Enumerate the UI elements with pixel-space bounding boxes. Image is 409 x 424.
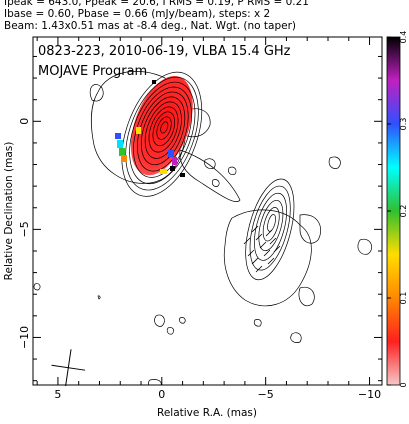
jet_knot-contour [258, 199, 284, 252]
core-contour [144, 101, 182, 159]
plot-subtitle: MOJAVE Program [38, 64, 147, 79]
colorbar-tick-label: 0.3 [399, 118, 408, 131]
x-tick-label: −10 [358, 388, 381, 401]
jet_knot-contour [249, 185, 291, 271]
colorbar-tick-label: 0.4 [399, 31, 408, 44]
polarization-fringe [115, 80, 185, 177]
core-contour [133, 86, 192, 178]
jet_knot-contour [267, 214, 276, 232]
colorbar-tick-label: 0.2 [399, 205, 408, 218]
diffuse-contours [33, 71, 372, 385]
core-contour [140, 96, 186, 166]
y-tick-label: −10 [18, 326, 31, 349]
intensity-contours [121, 71, 295, 281]
plot-title: 0823-223, 2010-06-19, VLBA 15.4 GHz [38, 44, 291, 59]
core-contour [156, 116, 172, 140]
header-line-2: Ibase = 0.60, Pbase = 0.66 (mJy/beam), s… [4, 8, 271, 20]
y-axis-ticks: 0 −5 −10 [18, 55, 382, 382]
header-line-1: Ipeak = 643.0, Ppeak = 20.6, I RMS = 0.1… [4, 0, 309, 8]
core-contour [148, 106, 179, 153]
y-tick-label: 0 [18, 118, 31, 125]
jet_knot-contour [262, 207, 280, 242]
core-contour [121, 71, 203, 197]
plot-frame [32, 36, 383, 386]
core-contour [137, 91, 189, 172]
y-axis-label: Relative Declination (mas) [3, 142, 15, 281]
core-contour [152, 111, 176, 147]
x-axis-ticks: 5 0 −5 −10 [36, 37, 381, 401]
colorbar-tick-label: 0 [399, 382, 408, 387]
beam-minor-axis [51, 364, 86, 371]
core-contour [125, 76, 199, 191]
x-tick-label: 0 [158, 388, 165, 401]
core-contour [160, 121, 169, 134]
header-line-3: Beam: 1.43x0.51 mas at -8.4 deg., Nat. W… [4, 20, 297, 32]
x-tick-label: −5 [258, 388, 274, 401]
colorbar-ticks: 0 0.1 0.2 0.3 0.4 [387, 31, 408, 388]
beam-marker [51, 349, 86, 387]
x-tick-label: 5 [54, 388, 61, 401]
polarization-vectors [243, 225, 281, 273]
y-tick-label: −5 [18, 221, 31, 237]
colorbar-tick-label: 0.1 [399, 292, 408, 305]
x-axis-label: Relative R.A. (mas) [157, 407, 257, 419]
jet_knot-contour [245, 178, 295, 281]
core-contour [129, 81, 196, 185]
jet_knot-contour [254, 192, 287, 261]
